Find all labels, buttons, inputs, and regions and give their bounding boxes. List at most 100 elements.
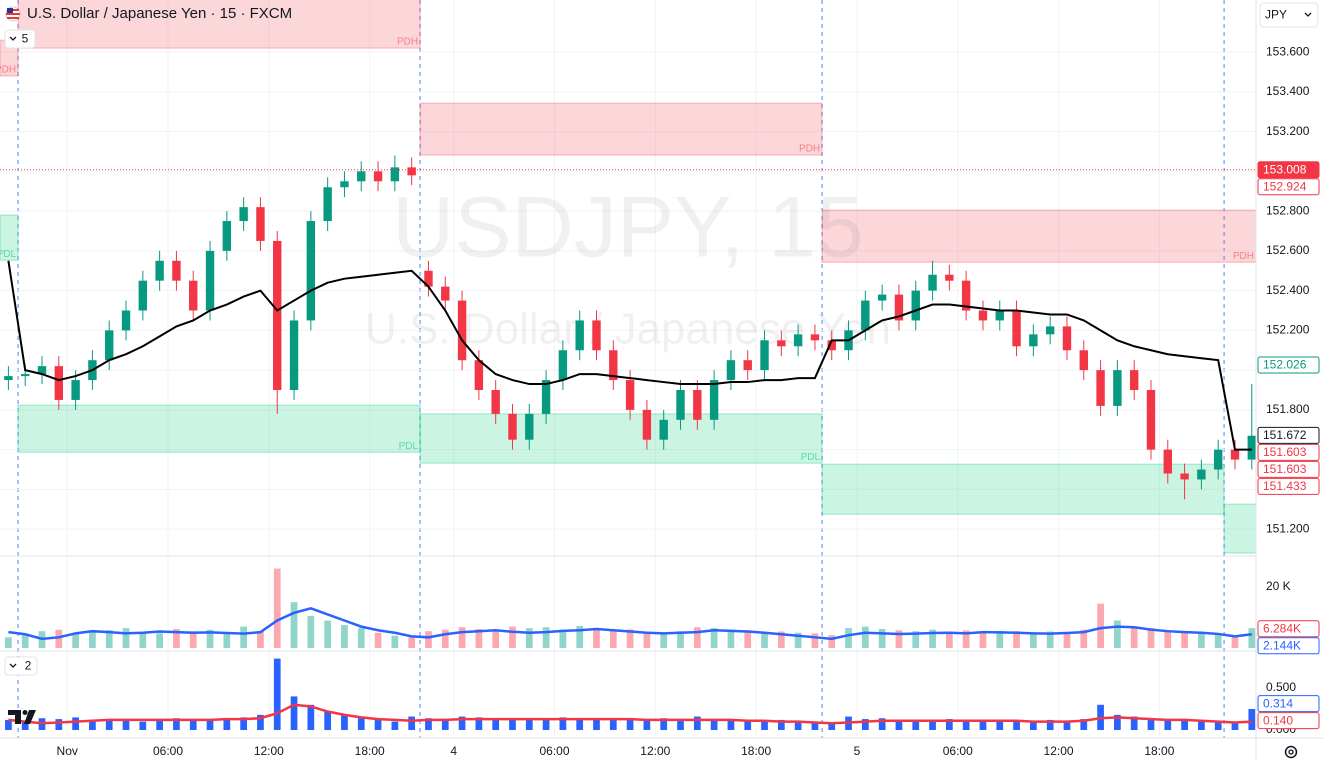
candle-body	[441, 286, 450, 301]
price-tag	[1257, 637, 1320, 655]
tradingview-logo[interactable]	[8, 710, 36, 724]
candle-body	[1062, 326, 1072, 351]
volume-bar	[845, 628, 852, 648]
volume-bar	[156, 633, 163, 648]
candle-body	[1113, 370, 1122, 406]
volume-bar	[55, 629, 63, 648]
indicator-bar	[1248, 709, 1256, 730]
indicator-bar	[374, 719, 382, 730]
candle-body	[760, 340, 769, 371]
indicator-bar	[290, 696, 298, 730]
volume-bar	[761, 632, 768, 648]
candle-body	[676, 390, 685, 420]
volume-bar	[257, 631, 264, 648]
x-tick-label: 5	[854, 744, 861, 758]
indicator-bar	[1147, 718, 1155, 730]
indicator-bar	[189, 720, 197, 730]
pane-indicator-toggle[interactable]: 2	[4, 656, 38, 676]
volume-bar	[979, 632, 987, 648]
volume-bar	[1063, 632, 1071, 648]
indicator-bar	[324, 711, 332, 730]
indicator-toggle[interactable]: 5	[4, 29, 36, 49]
candle-body	[1213, 449, 1223, 470]
background-layer: PDH PDH PDH PDH PDL PDL PDL	[0, 0, 1257, 738]
indicator-bar	[979, 719, 987, 730]
level-zone	[0, 214, 19, 261]
volume-bar	[1097, 603, 1104, 648]
candle-body	[541, 380, 551, 414]
indicator-bar	[1080, 719, 1088, 730]
candle-body	[390, 167, 400, 182]
level-zone	[17, 404, 421, 453]
y-tick-label: 152.400	[1266, 283, 1310, 297]
indicator-bar	[223, 719, 231, 730]
volume-bar	[1248, 628, 1256, 648]
volume-bar	[139, 632, 147, 648]
volume-bar	[878, 629, 886, 648]
symbol-flag	[5, 6, 21, 22]
candle-body	[1197, 469, 1206, 480]
candle-body	[373, 171, 383, 182]
volume-bar	[727, 629, 735, 648]
volume-bar	[89, 632, 96, 648]
indicator-bar	[55, 719, 63, 730]
volume-bar	[1198, 633, 1205, 648]
candle-body	[1029, 334, 1038, 347]
indicator-count: 5	[22, 32, 29, 46]
indicator-bar	[425, 718, 432, 730]
candle-body	[239, 207, 248, 222]
vwap-line	[7, 260, 1252, 451]
volume-bar	[929, 629, 936, 648]
indicator-bar	[89, 719, 96, 730]
candle-body	[138, 280, 148, 311]
volume-bar	[1130, 626, 1138, 648]
candle-body	[659, 419, 668, 440]
price-tag-label: 151.603	[1263, 462, 1307, 476]
y-tick-label: 153.200	[1266, 124, 1310, 138]
zone-label: PDL	[0, 249, 17, 260]
volume-bar	[693, 627, 701, 648]
volume-bar	[609, 630, 617, 648]
candle-body	[37, 366, 47, 375]
indicator-bar	[206, 719, 214, 730]
settings-button[interactable]	[1284, 745, 1298, 759]
indicator-bar	[811, 722, 819, 730]
volume-bar	[1046, 631, 1054, 648]
indicator-bar	[693, 716, 701, 730]
indicator-bar	[240, 717, 247, 730]
indicator-bar	[929, 719, 936, 730]
indicator-bar	[509, 718, 516, 730]
indicator-bar	[458, 716, 466, 730]
indicator-bar	[1046, 719, 1054, 730]
level-zone	[1223, 503, 1257, 554]
indicator-bar	[878, 718, 886, 730]
price-tag	[1257, 356, 1320, 374]
indicator-bar	[576, 719, 584, 730]
candle-body	[625, 380, 635, 410]
volume-bar	[593, 627, 600, 648]
candle-body	[609, 350, 618, 381]
indicator-bar	[341, 714, 348, 730]
candle-body	[491, 390, 500, 414]
symbol-title[interactable]: U.S. Dollar / Japanese Yen · 15 · FXCM	[27, 5, 292, 22]
volume-bar	[475, 629, 483, 648]
currency-label: JPY	[1265, 8, 1287, 22]
volume-bar	[1164, 630, 1172, 648]
volume-bar	[341, 625, 348, 648]
volume-bar	[357, 628, 365, 648]
candle-body	[474, 360, 484, 391]
indicator-bar	[105, 720, 113, 730]
candle-body	[256, 207, 265, 241]
indicator-bar	[593, 718, 600, 730]
currency-select[interactable]: JPY	[1259, 2, 1319, 28]
x-tick-label: Nov	[57, 744, 78, 758]
volume-bar	[962, 630, 970, 648]
volume-bar	[1080, 629, 1088, 648]
volume-bar	[1181, 632, 1188, 648]
volume-bar	[391, 635, 399, 648]
candle-body	[592, 320, 601, 351]
price-tag	[1257, 178, 1320, 196]
volume-bar	[425, 631, 432, 648]
